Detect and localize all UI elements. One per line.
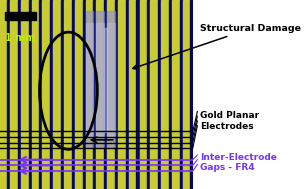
Bar [53, 0, 61, 189]
Bar [115, 0, 118, 189]
Bar [28, 0, 32, 189]
Bar [0, 0, 7, 189]
Bar [61, 0, 64, 189]
Bar [86, 23, 93, 136]
Bar [169, 0, 172, 189]
Bar [129, 0, 136, 189]
Bar [18, 0, 21, 189]
Bar [104, 28, 107, 132]
Bar [190, 0, 194, 189]
Bar [107, 11, 115, 147]
Bar [21, 0, 28, 189]
Bar [96, 0, 104, 189]
Bar [158, 0, 161, 189]
Bar [7, 0, 10, 189]
Bar [5, 12, 36, 20]
Bar [172, 0, 180, 189]
Bar [183, 0, 190, 189]
Bar [39, 0, 43, 189]
Text: Gold Planar
Electrodes: Gold Planar Electrodes [200, 111, 259, 131]
Bar [107, 23, 115, 136]
Bar [180, 0, 183, 189]
Bar [43, 0, 50, 189]
Text: 1 mm: 1 mm [5, 33, 35, 43]
Bar [64, 0, 72, 189]
Bar [161, 0, 169, 189]
Bar [10, 0, 18, 189]
Text: Inter-Electrode
Gaps - FR4: Inter-Electrode Gaps - FR4 [200, 153, 277, 172]
Bar [86, 0, 93, 189]
Bar [96, 11, 104, 147]
Bar [86, 11, 93, 147]
Bar [96, 23, 104, 136]
Bar [93, 0, 96, 189]
Bar [75, 0, 83, 189]
Bar [140, 0, 147, 189]
Bar [50, 0, 53, 189]
Bar [72, 0, 75, 189]
Bar [136, 0, 140, 189]
Bar [126, 0, 129, 189]
Bar [147, 0, 150, 189]
Bar [32, 0, 39, 189]
Bar [107, 0, 115, 189]
Bar [104, 0, 107, 189]
Bar [118, 0, 126, 189]
Bar [150, 0, 158, 189]
Bar [83, 0, 86, 189]
Text: Structural Damage: Structural Damage [133, 24, 301, 69]
